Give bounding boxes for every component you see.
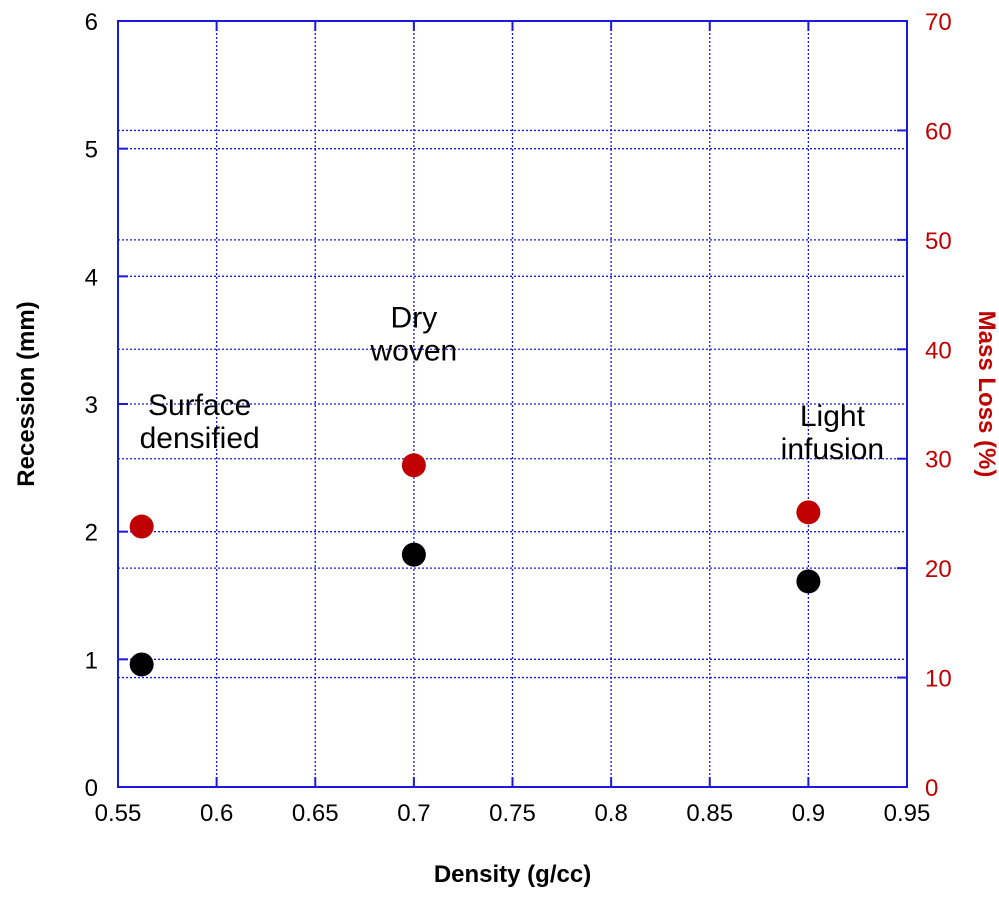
y-right-tick-label: 20 (925, 556, 952, 583)
y-left-tick-label: 2 (85, 520, 98, 547)
y-right-tick-label: 30 (925, 447, 952, 474)
annotation-text: woven (370, 334, 458, 367)
x-axis-title: Density (g/cc) (434, 861, 591, 888)
recession-point (401, 542, 426, 567)
x-tick-label: 0.85 (686, 800, 733, 827)
annotation-text: Light (800, 400, 866, 433)
y-right-axis-title: Mass Loss (%) (973, 311, 999, 478)
y-right-tick-label: 60 (925, 118, 952, 145)
y-left-tick-label: 6 (85, 9, 98, 36)
y-right-tick-labels: 0 10 20 30 40 50 60 70 (925, 9, 952, 802)
mass-loss-point (129, 514, 154, 539)
data-points (129, 453, 821, 677)
annotation-text: Surface (148, 389, 251, 422)
grid (118, 21, 907, 787)
y-right-tick-label: 70 (925, 9, 952, 36)
x-tick-label: 0.55 (95, 800, 142, 827)
y-left-tick-label: 4 (85, 264, 98, 291)
x-tick-label: 0.8 (594, 800, 627, 827)
y-right-tick-label: 40 (925, 337, 952, 364)
mass-loss-point (796, 500, 821, 525)
y-left-tick-label: 3 (85, 392, 98, 419)
x-tick-label: 0.65 (292, 800, 339, 827)
y-left-tick-label: 5 (85, 137, 98, 164)
mass-loss-point (401, 453, 426, 478)
annotation-text: Dry (391, 301, 438, 334)
y-left-tick-labels: 0 1 2 3 4 5 6 (85, 9, 98, 802)
y-left-tick-label: 1 (85, 647, 98, 674)
x-tick-label: 0.95 (884, 800, 931, 827)
annotation-text: infusion (781, 433, 884, 466)
tick-marks (117, 20, 908, 788)
x-tick-labels: 0.55 0.6 0.65 0.7 0.75 0.8 0.85 0.9 0.95 (95, 800, 931, 827)
recession-point (796, 569, 821, 594)
y-right-tick-label: 0 (925, 775, 938, 802)
x-tick-label: 0.75 (489, 800, 536, 827)
y-left-tick-label: 0 (85, 775, 98, 802)
x-tick-label: 0.6 (200, 800, 233, 827)
x-tick-label: 0.7 (397, 800, 430, 827)
y-right-tick-label: 50 (925, 228, 952, 255)
annotation-text: densified (140, 422, 260, 455)
y-right-tick-label: 10 (925, 666, 952, 693)
recession-point (129, 652, 154, 677)
x-tick-label: 0.9 (792, 800, 825, 827)
y-left-axis-title: Recession (mm) (13, 301, 40, 486)
